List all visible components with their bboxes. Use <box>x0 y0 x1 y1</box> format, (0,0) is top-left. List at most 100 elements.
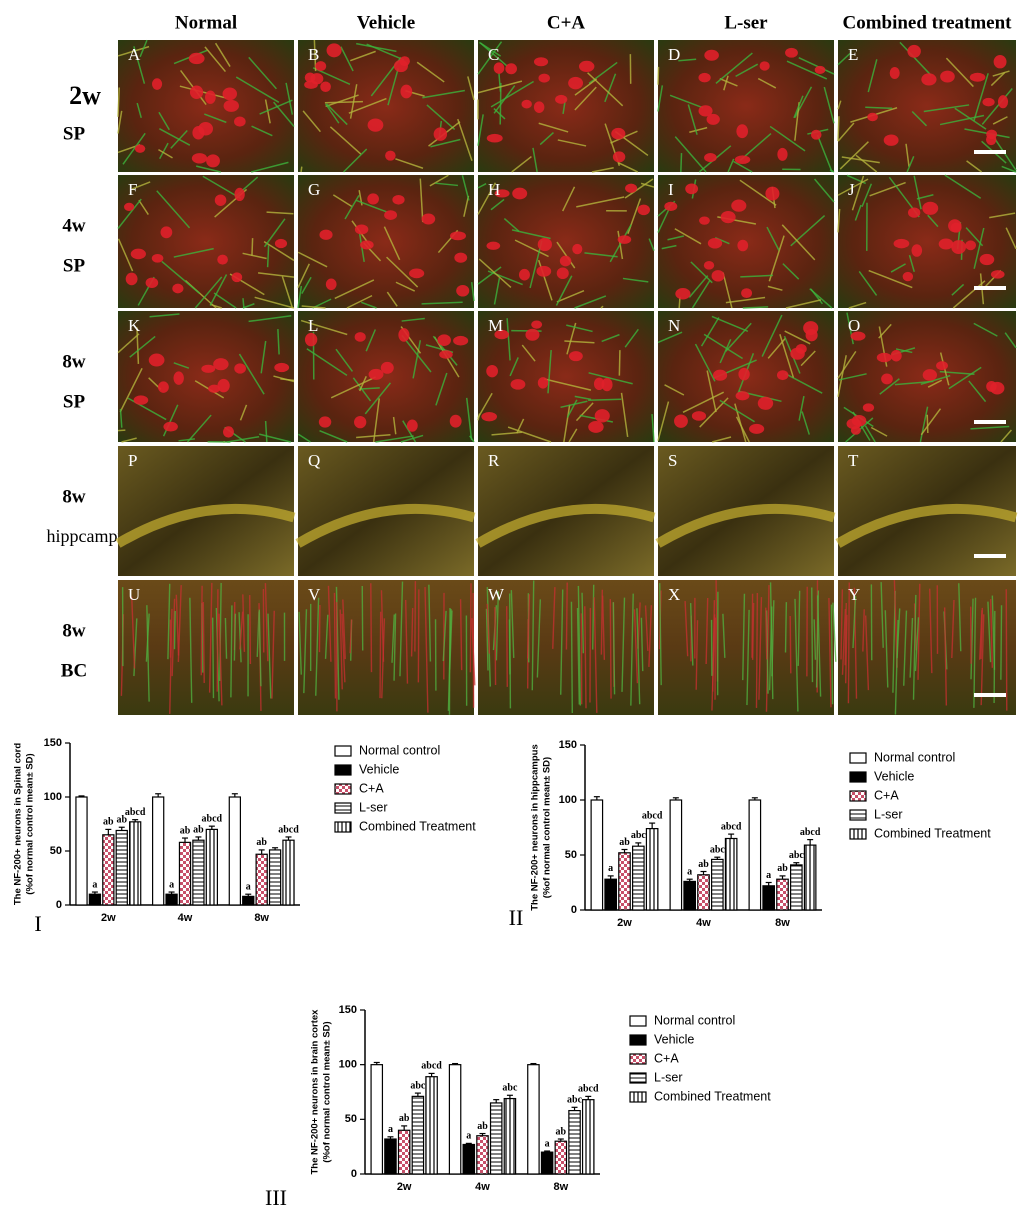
legend-label: Normal control <box>359 743 440 757</box>
fiber <box>495 591 500 661</box>
neuron <box>685 183 699 195</box>
x-tick-label: 2w <box>101 912 116 924</box>
fiber <box>588 61 618 85</box>
fiber <box>601 595 606 660</box>
fiber <box>213 292 237 309</box>
fiber <box>491 431 522 436</box>
neuron <box>637 204 650 216</box>
neuron <box>559 255 572 267</box>
fiber <box>395 158 424 169</box>
fiber <box>725 322 752 352</box>
fiber <box>973 322 998 337</box>
fiber <box>506 606 508 687</box>
fiber <box>823 86 835 124</box>
neuron <box>950 222 962 233</box>
legend-swatch <box>334 802 352 814</box>
significance-label: a <box>608 863 613 874</box>
row-time: 8w <box>62 620 86 641</box>
fiber <box>401 317 425 322</box>
fiber <box>249 595 252 665</box>
fiber <box>841 156 880 164</box>
fiber <box>769 125 806 152</box>
fiber <box>346 294 373 309</box>
x-tick-label: 4w <box>696 917 711 929</box>
neuron <box>188 52 205 65</box>
fiber <box>477 413 481 421</box>
y-axis-label: (%of normal control mean± SD) <box>25 753 36 894</box>
neuron <box>965 240 977 251</box>
fiber <box>159 128 191 146</box>
panel-letter: I <box>668 180 674 199</box>
fiber <box>233 613 237 661</box>
neuron <box>922 201 939 215</box>
fiber <box>990 72 1006 87</box>
neuron <box>222 87 238 101</box>
fiber <box>263 218 286 248</box>
fiber <box>575 402 594 422</box>
micrograph <box>477 40 654 173</box>
fiber <box>428 584 432 662</box>
bar <box>411 1095 425 1175</box>
fiber <box>564 340 595 344</box>
neuron <box>765 186 780 201</box>
fiber <box>477 392 493 419</box>
micrograph <box>657 40 835 173</box>
fiber <box>979 610 983 660</box>
neuron <box>450 231 466 241</box>
neuron <box>785 47 798 58</box>
fiber <box>536 599 542 678</box>
fiber <box>565 582 568 650</box>
fiber <box>816 134 833 173</box>
fiber <box>570 601 573 714</box>
neuron <box>907 207 921 218</box>
neuron <box>986 129 998 140</box>
fiber <box>503 218 520 232</box>
fiber <box>992 116 1008 125</box>
fiber <box>1000 605 1003 680</box>
fiber <box>911 110 928 127</box>
neuron <box>521 99 532 109</box>
micrograph <box>118 580 294 715</box>
fiber <box>584 252 618 258</box>
fiber <box>341 613 346 683</box>
fiber <box>669 94 704 109</box>
neuron <box>214 194 227 206</box>
bar <box>631 845 645 911</box>
significance-label: abc <box>789 850 805 861</box>
neuron <box>707 238 723 249</box>
bar <box>192 839 205 906</box>
fiber <box>156 190 191 229</box>
significance-label: abcd <box>202 813 223 824</box>
fiber <box>746 609 750 706</box>
neuron <box>319 229 333 240</box>
fiber <box>588 372 633 385</box>
fiber <box>319 430 348 443</box>
legend-label: Vehicle <box>654 1032 694 1046</box>
neuron <box>409 268 425 279</box>
fiber <box>992 70 1010 77</box>
fiber <box>399 581 404 677</box>
neuron <box>234 187 245 202</box>
fiber <box>868 269 913 289</box>
fiber <box>830 604 834 705</box>
fiber <box>789 616 792 674</box>
fiber <box>302 110 321 133</box>
fiber <box>980 614 985 706</box>
micrograph <box>477 175 655 309</box>
fiber <box>514 239 549 258</box>
micrograph <box>837 311 1017 443</box>
legend-swatch <box>334 745 352 757</box>
panel-letter: J <box>848 180 855 199</box>
panel-letter: A <box>128 45 141 64</box>
significance-label: ab <box>180 825 191 836</box>
fiber <box>263 240 295 262</box>
fiber <box>667 235 685 241</box>
fiber <box>648 238 655 251</box>
neuron <box>749 423 765 434</box>
neuron <box>231 272 243 283</box>
micrograph <box>298 39 475 173</box>
neuron <box>533 57 549 67</box>
neuron <box>406 419 418 432</box>
fiber <box>920 408 942 436</box>
fiber <box>117 198 142 229</box>
